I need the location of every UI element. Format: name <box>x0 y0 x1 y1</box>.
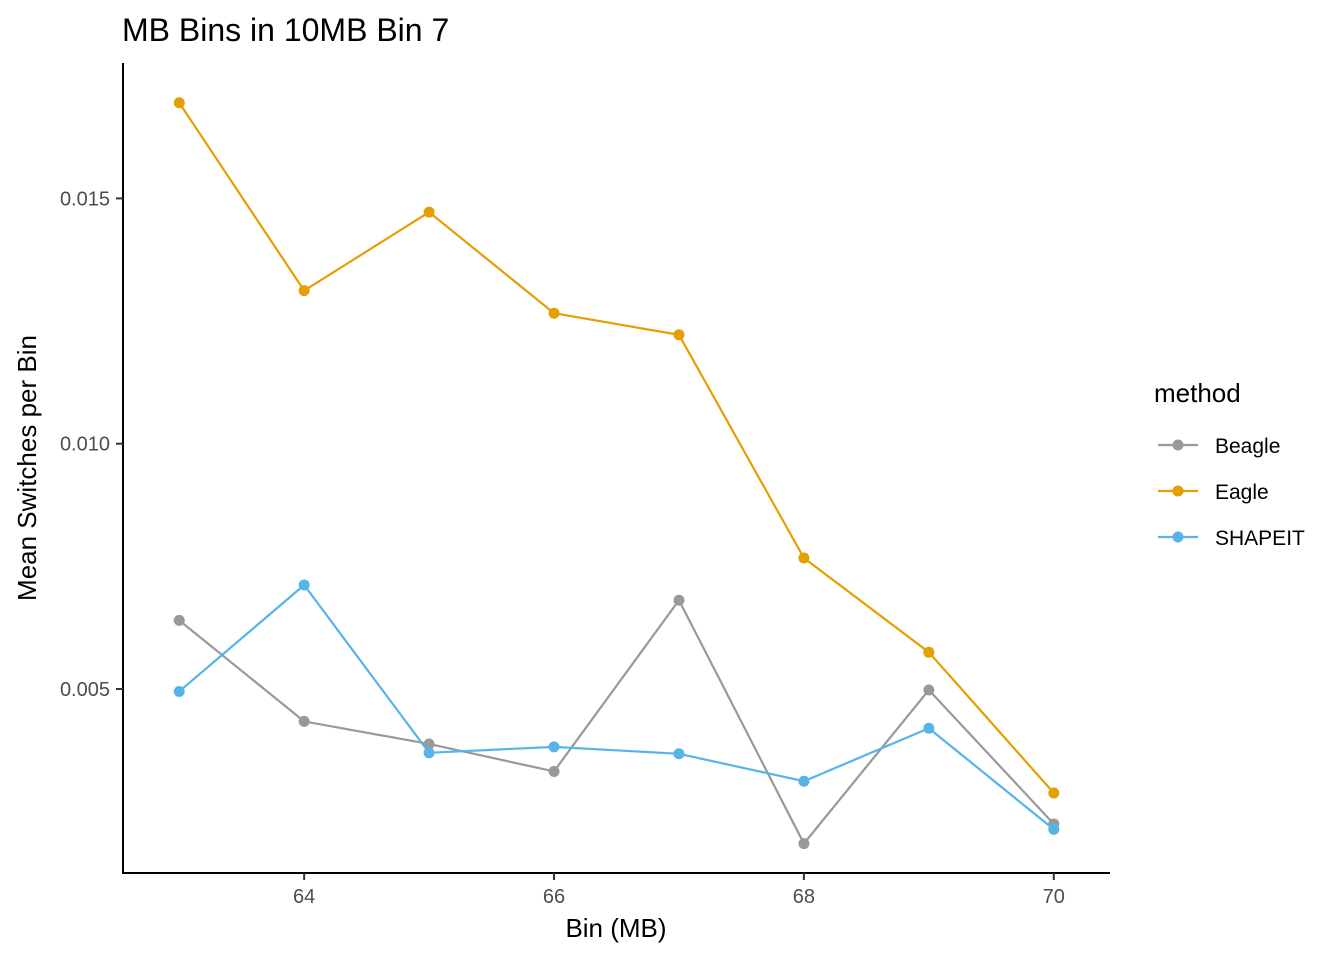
legend-label: Beagle <box>1215 435 1280 458</box>
data-point <box>923 684 935 696</box>
legend-key-point <box>1172 531 1184 543</box>
data-point <box>673 594 685 606</box>
legend-items: Beagle Eagle SHAPEIT <box>1158 435 1305 550</box>
data-point <box>298 579 310 591</box>
data-point <box>173 97 185 109</box>
chart-title: MB Bins in 10MB Bin 7 <box>122 12 449 48</box>
data-point <box>798 838 810 850</box>
data-point <box>173 685 185 697</box>
data-point <box>1048 787 1060 799</box>
series-line <box>178 598 1055 846</box>
x-axis-ticks: 64 66 68 70 <box>293 873 1065 908</box>
x-axis-title: Bin (MB) <box>565 913 666 943</box>
data-point <box>423 738 435 750</box>
series-shapeit <box>173 579 1060 835</box>
legend-item-eagle: Eagle <box>1158 481 1269 504</box>
data-point <box>173 614 185 626</box>
legend-key-point <box>1172 439 1184 451</box>
legend-key-point <box>1172 485 1184 497</box>
legend-item-beagle: Beagle <box>1158 435 1280 458</box>
legend: method Beagle Eagle SHAPEIT <box>1154 378 1305 550</box>
data-point <box>923 722 935 734</box>
x-tick-label: 64 <box>293 886 315 908</box>
plot-area <box>173 97 1060 850</box>
y-tick-label: 0.015 <box>60 188 110 210</box>
legend-label: SHAPEIT <box>1215 527 1305 550</box>
x-tick-label: 66 <box>543 886 565 908</box>
x-tick-label: 68 <box>793 886 815 908</box>
series-line <box>178 102 1055 794</box>
series-line <box>178 583 1055 831</box>
y-tick-label: 0.005 <box>60 679 110 701</box>
data-point <box>298 285 310 297</box>
y-axis-ticks: 0.005 0.010 0.015 <box>60 188 123 701</box>
legend-title: method <box>1154 378 1241 408</box>
data-point <box>423 747 435 759</box>
data-point <box>673 748 685 760</box>
legend-label: Eagle <box>1215 481 1269 504</box>
data-point <box>298 715 310 727</box>
data-point <box>548 765 560 777</box>
data-point <box>673 329 685 341</box>
series-eagle <box>173 97 1060 799</box>
series-beagle <box>173 594 1060 850</box>
data-point <box>798 775 810 787</box>
data-point <box>548 307 560 319</box>
data-point <box>548 741 560 753</box>
y-tick-label: 0.010 <box>60 434 110 456</box>
data-point <box>1048 823 1060 835</box>
x-tick-label: 70 <box>1043 886 1065 908</box>
y-axis-title: Mean Switches per Bin <box>12 335 42 601</box>
legend-item-shapeit: SHAPEIT <box>1158 527 1305 550</box>
data-point <box>798 552 810 564</box>
data-point <box>923 646 935 658</box>
data-point <box>423 206 435 218</box>
